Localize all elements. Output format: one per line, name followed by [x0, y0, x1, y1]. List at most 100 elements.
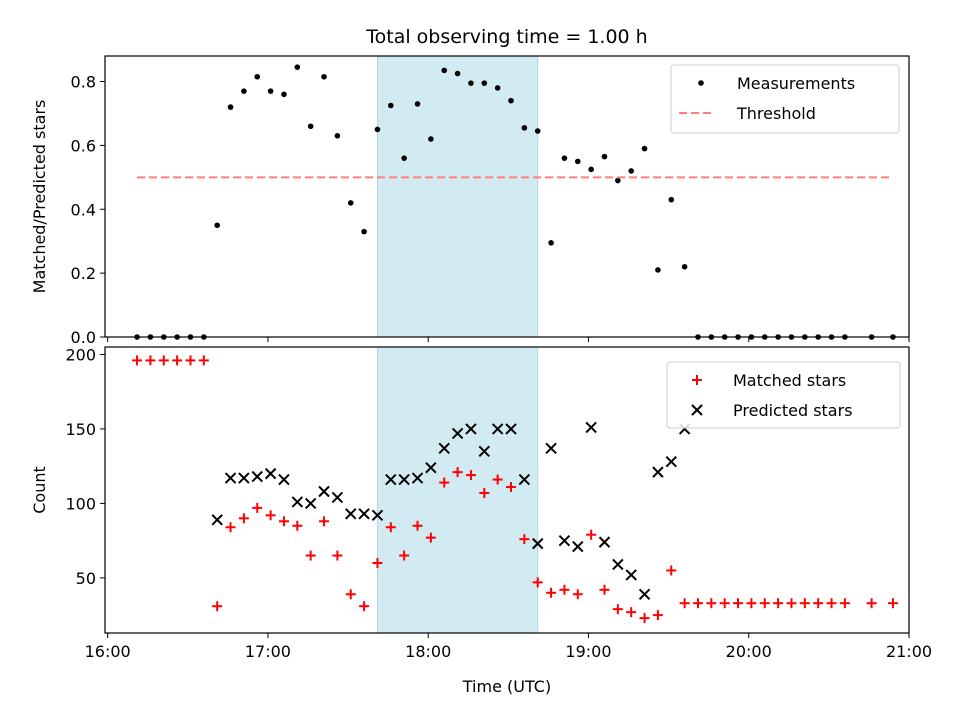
bottom-matched-stars-point — [439, 477, 450, 488]
bottom-matched-stars-point — [586, 529, 597, 540]
bottom-y-tick-label: 200 — [65, 345, 96, 364]
bottom-predicted-stars-point — [652, 466, 664, 478]
bottom-legend-predicted-stars-label: Predicted stars — [733, 401, 853, 420]
top-measurements-point — [628, 168, 635, 174]
bottom-matched-stars-point — [599, 584, 610, 595]
top-measurements-point — [401, 155, 407, 161]
bottom-matched-stars-point — [826, 598, 837, 609]
bottom-matched-stars-point — [359, 601, 370, 612]
top-measurements-point — [548, 240, 554, 246]
bottom-predicted-stars-point — [318, 485, 330, 498]
bottom-matched-stars-point — [252, 502, 263, 513]
bottom-matched-stars-point — [813, 598, 824, 609]
bottom-predicted-stars-point — [505, 423, 517, 435]
bottom-matched-stars-point — [399, 550, 410, 561]
bottom-matched-stars-point — [719, 598, 730, 609]
top-y-tick-label: 0.8 — [71, 73, 96, 92]
bottom-predicted-stars-point — [331, 491, 344, 504]
x-tick-label: 20:00 — [726, 642, 772, 661]
bottom-matched-stars-point — [506, 482, 517, 493]
bottom-legend-matched-stars-swatch — [692, 375, 702, 385]
bottom-matched-stars-point — [185, 355, 196, 366]
bottom-predicted-stars-point — [545, 442, 557, 454]
bottom-matched-stars-point — [225, 522, 236, 533]
bottom-matched-stars-point — [706, 598, 717, 609]
bottom-matched-stars-point — [666, 565, 677, 576]
top-legend: Measurements Threshold — [670, 64, 900, 134]
bottom-matched-stars-point — [759, 598, 770, 609]
top-panel: 0.00.20.40.60.8 Matched/Predicted stars … — [30, 55, 910, 347]
top-measurements-point — [534, 128, 541, 134]
top-panel-frame — [104, 55, 910, 338]
bottom-matched-stars-point — [839, 598, 850, 609]
bottom-matched-stars-point — [452, 467, 463, 478]
bottom-predicted-stars-point — [278, 473, 290, 486]
bottom-matched-stars-point — [786, 598, 797, 609]
bottom-predicted-stars-point — [585, 421, 597, 434]
bottom-matched-stars-point — [238, 513, 249, 524]
bottom-matched-stars-point — [345, 589, 356, 600]
bottom-matched-stars-point — [612, 604, 623, 615]
bottom-predicted-stars-point — [264, 467, 277, 480]
bottom-panel: 16:00 17:00 18:00 19:00 20:00 21:00 50 100 150 20… — [30, 345, 932, 661]
bottom-matched-stars-point — [773, 598, 784, 609]
top-measurements-point — [307, 123, 314, 130]
top-measurements-point — [361, 228, 367, 235]
top-y-tick-label: 0.2 — [71, 264, 96, 283]
bottom-matched-stars-point — [425, 532, 436, 543]
bottom-predicted-stars-point — [438, 442, 450, 454]
bottom-predicted-stars-point — [411, 472, 424, 484]
bottom-matched-stars-point — [799, 598, 810, 609]
top-measurements-point — [588, 166, 594, 173]
bottom-matched-stars-point — [372, 557, 383, 568]
top-measurements-point — [294, 64, 301, 70]
top-measurements-point — [214, 222, 220, 229]
x-tick-label: 18:00 — [405, 642, 451, 661]
bottom-predicted-stars-point — [291, 496, 304, 508]
bottom-predicted-stars-point — [478, 445, 491, 457]
top-measurements-point — [321, 73, 327, 80]
bottom-matched-stars-point — [278, 516, 289, 527]
top-measurements-point — [468, 80, 474, 86]
top-measurements-point — [641, 145, 648, 152]
top-measurements-point — [374, 126, 381, 133]
top-legend-threshold: Threshold — [679, 104, 816, 123]
bottom-matched-stars-point — [265, 510, 276, 521]
bottom-matched-stars-point — [626, 607, 637, 618]
bottom-predicted-stars-point — [385, 473, 397, 486]
top-measurements-point — [521, 125, 528, 131]
bottom-matched-stars-point — [132, 355, 143, 366]
bottom-predicted-stars-point — [251, 470, 263, 483]
x-tick-label: 16:00 — [85, 642, 131, 661]
bottom-matched-stars-point — [679, 598, 690, 609]
bottom-matched-stars-point — [172, 355, 183, 366]
top-measurements-point — [441, 67, 448, 74]
bottom-matched-stars-point — [733, 598, 744, 609]
bottom-y-tick-label: 50 — [76, 569, 96, 588]
top-legend-threshold-label: Threshold — [736, 104, 816, 123]
bottom-predicted-stars-point — [211, 514, 223, 526]
bottom-predicted-stars-point — [425, 461, 437, 474]
bottom-predicted-stars-point — [398, 473, 410, 486]
x-tick-label: 17:00 — [245, 642, 291, 661]
bottom-matched-stars-point — [479, 487, 490, 498]
top-measurements-point — [281, 91, 287, 98]
bottom-matched-stars-point — [559, 584, 570, 595]
bottom-matched-stars-point — [572, 589, 583, 600]
bottom-matched-stars-point — [866, 598, 877, 609]
bottom-y-tick-label: 150 — [65, 420, 96, 439]
bottom-legend-predicted-stars: Predicted stars — [691, 401, 853, 420]
top-measurements-point — [615, 177, 621, 184]
bottom-predicted-stars-point — [612, 558, 624, 571]
x-tick-label: 19:00 — [565, 642, 611, 661]
bottom-predicted-stars-point — [491, 423, 504, 435]
bottom-matched-stars-point — [332, 550, 343, 561]
bottom-predicted-stars-point — [224, 472, 237, 484]
bottom-legend-predicted-stars-swatch — [691, 404, 703, 416]
top-measurements-point — [494, 85, 501, 91]
x-axis-label: Time (UTC) — [462, 677, 551, 696]
top-y-tick-label: 0.4 — [71, 200, 96, 219]
top-measurements-point — [347, 200, 354, 206]
bottom-predicted-stars-point — [532, 537, 544, 550]
bottom-matched-stars-point — [145, 355, 156, 366]
